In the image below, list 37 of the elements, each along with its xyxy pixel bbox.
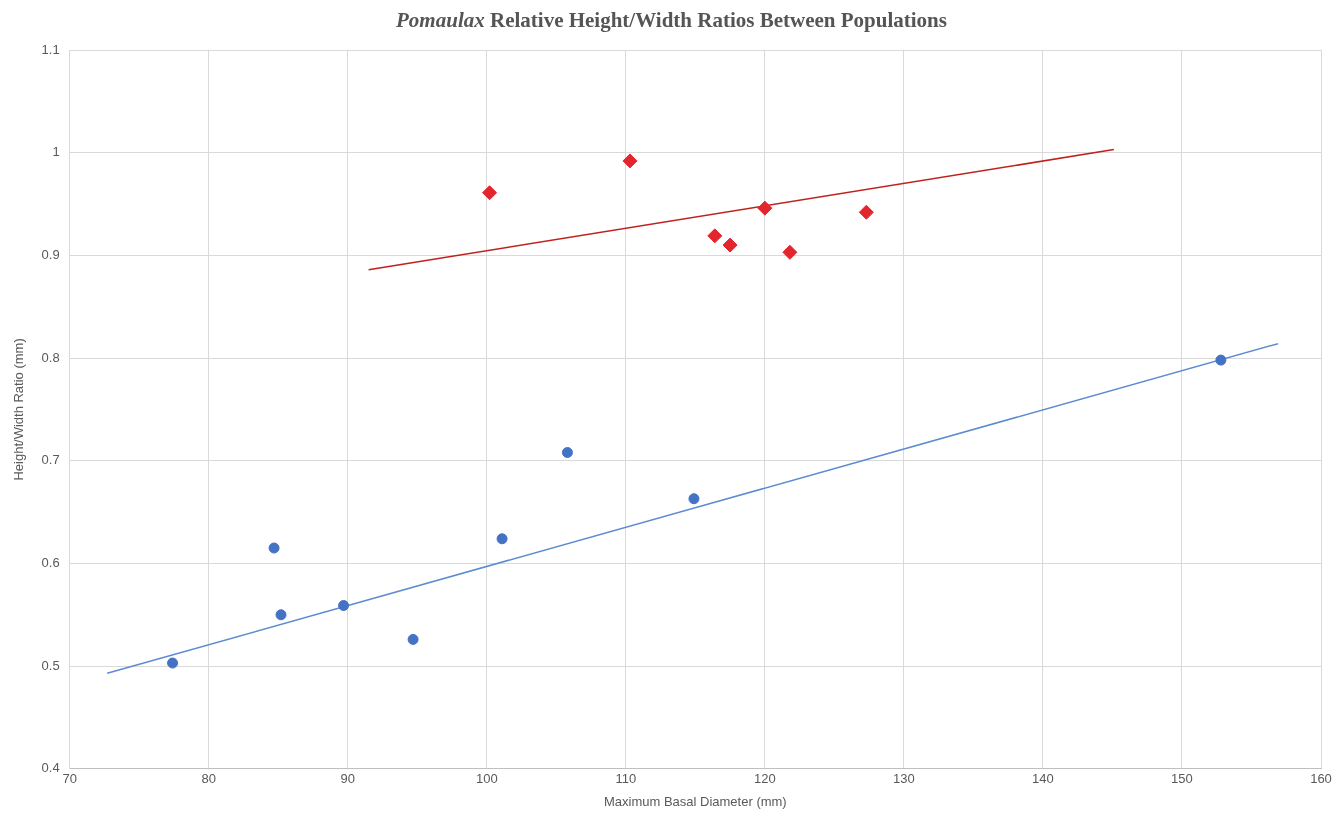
- point: [707, 228, 723, 244]
- x-tick-label: 150: [1171, 771, 1193, 787]
- x-tick-label: 120: [754, 771, 776, 787]
- y-tick-label: 0.9: [41, 246, 60, 262]
- x-tick-label: 80: [201, 771, 216, 787]
- y-tick-label: 0.8: [41, 349, 60, 365]
- point: [782, 244, 798, 260]
- point: [722, 237, 738, 253]
- y-tick-label: 0.6: [41, 555, 60, 571]
- x-axis-title: Maximum Basal Diameter (mm): [603, 793, 787, 809]
- point: [757, 200, 773, 216]
- x-tick-label: 70: [62, 771, 77, 787]
- y-tick-label: 1: [52, 144, 60, 160]
- y-tick-label: 0.7: [41, 452, 60, 468]
- x-tick-label: 90: [340, 771, 355, 787]
- point: [858, 204, 874, 220]
- y-tick-label: 1.1: [41, 41, 60, 57]
- point: [407, 633, 419, 645]
- x-tick-label: 130: [893, 771, 915, 787]
- point: [1215, 354, 1227, 366]
- point: [561, 447, 573, 459]
- point: [167, 657, 179, 669]
- y-axis-title: Height/Width Ratio (mm): [11, 338, 27, 481]
- x-tick-label: 140: [1032, 771, 1054, 787]
- x-tick-label: 160: [1310, 771, 1332, 787]
- point: [268, 542, 280, 554]
- point: [482, 185, 498, 201]
- x-tick-label: 100: [475, 771, 498, 787]
- point: [622, 153, 638, 169]
- x-tick-label: 110: [615, 771, 637, 787]
- point: [496, 533, 508, 545]
- chart-title: Pomaulax Relative Height/Width Ratios Between Populations: [395, 8, 948, 33]
- point: [688, 493, 700, 505]
- y-tick-label: 0.5: [41, 657, 60, 673]
- point: [275, 609, 287, 621]
- y-tick-label: 0.4: [41, 760, 60, 776]
- point: [338, 600, 350, 612]
